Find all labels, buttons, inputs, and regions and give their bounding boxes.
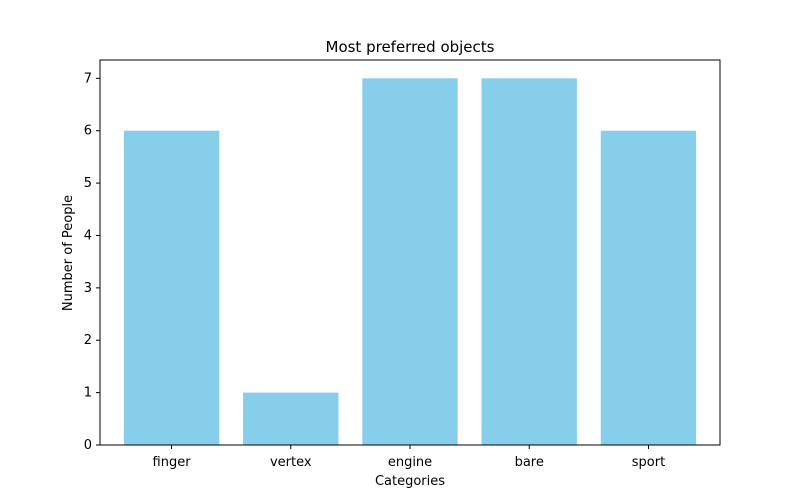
y-tick-label-6: 6 (84, 124, 92, 139)
y-tick-label-2: 2 (84, 333, 92, 348)
bars-layer (123, 78, 697, 445)
x-axis-label: Categories (375, 474, 445, 489)
bar-sport (600, 130, 697, 445)
y-tick-label-3: 3 (84, 281, 92, 296)
x-tick-label-sport: sport (632, 455, 665, 470)
y-tick-label-0: 0 (84, 438, 92, 453)
x-tick-label-finger: finger (153, 455, 192, 470)
bar-vertex (243, 392, 339, 445)
y-tick-label-1: 1 (84, 386, 92, 401)
ticks-layer: 0 1 2 3 4 5 6 7 finger vertex engine bare sport (84, 71, 665, 470)
bar-bare (481, 78, 577, 445)
x-tick-label-vertex: vertex (270, 455, 312, 470)
y-axis-label: Number of People (61, 195, 76, 311)
x-tick-label-bare: bare (515, 455, 544, 470)
y-tick-label-5: 5 (84, 176, 92, 191)
y-tick-label-7: 7 (84, 71, 92, 86)
x-tick-label-engine: engine (388, 455, 432, 470)
bar-finger (123, 130, 220, 445)
bar-engine (362, 78, 458, 445)
y-tick-label-4: 4 (84, 228, 92, 243)
chart-title: Most preferred objects (326, 38, 495, 56)
